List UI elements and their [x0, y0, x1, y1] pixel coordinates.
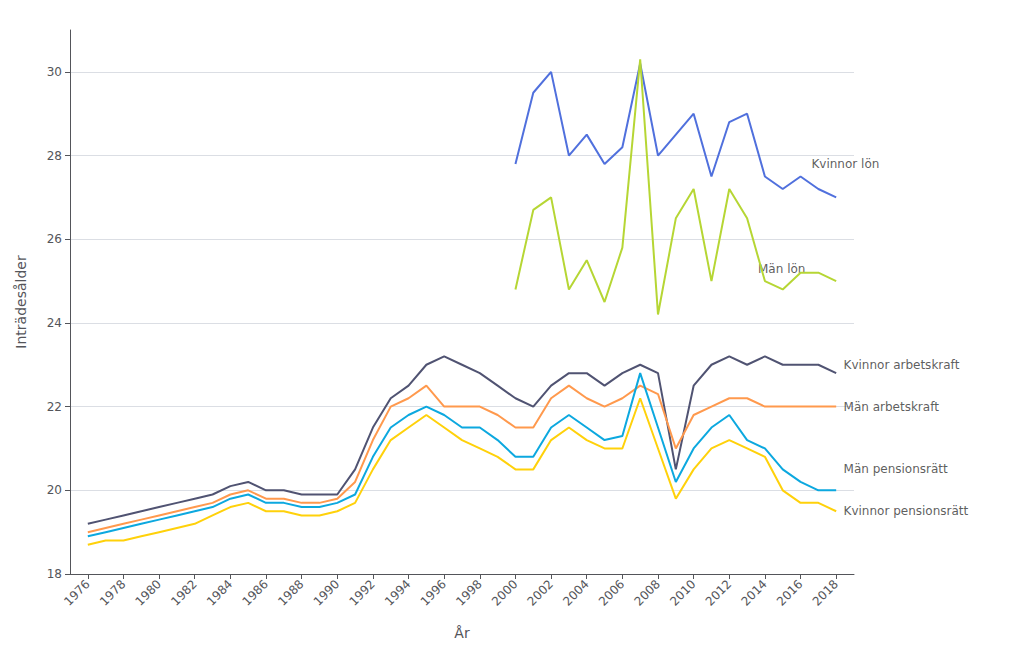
svg-text:1980: 1980 — [133, 577, 164, 608]
svg-text:Män lön: Män lön — [758, 262, 805, 276]
svg-text:1982: 1982 — [168, 577, 199, 608]
svg-text:1986: 1986 — [239, 577, 270, 608]
svg-text:1992: 1992 — [346, 577, 377, 608]
svg-text:1976: 1976 — [61, 577, 92, 608]
svg-text:2010: 2010 — [667, 577, 698, 608]
svg-text:1996: 1996 — [418, 577, 449, 608]
svg-text:2014: 2014 — [738, 577, 769, 608]
svg-text:1998: 1998 — [453, 577, 484, 608]
svg-text:30: 30 — [47, 65, 62, 79]
svg-text:1988: 1988 — [275, 577, 306, 608]
svg-text:20: 20 — [47, 483, 62, 497]
svg-text:Män pensionsrätt: Män pensionsrätt — [844, 462, 949, 476]
svg-text:1978: 1978 — [97, 577, 128, 608]
svg-text:2008: 2008 — [631, 577, 662, 608]
svg-text:2016: 2016 — [774, 577, 805, 608]
svg-text:2006: 2006 — [596, 577, 627, 608]
svg-text:2002: 2002 — [525, 577, 556, 608]
svg-text:28: 28 — [47, 149, 62, 163]
svg-text:26: 26 — [47, 232, 62, 246]
svg-text:1990: 1990 — [311, 577, 342, 608]
svg-text:Kvinnor pensionsrätt: Kvinnor pensionsrätt — [844, 504, 969, 518]
svg-text:Kvinnor lön: Kvinnor lön — [811, 157, 879, 171]
svg-text:2012: 2012 — [703, 577, 734, 608]
svg-text:22: 22 — [47, 400, 62, 414]
svg-text:2000: 2000 — [489, 577, 520, 608]
svg-text:2018: 2018 — [810, 577, 841, 608]
svg-text:Inträdesålder: Inträdesålder — [13, 255, 29, 349]
svg-text:24: 24 — [47, 316, 62, 330]
svg-text:18: 18 — [47, 567, 62, 581]
svg-text:1994: 1994 — [382, 577, 413, 608]
svg-text:1984: 1984 — [204, 577, 235, 608]
svg-text:Kvinnor arbetskraft: Kvinnor arbetskraft — [844, 358, 960, 372]
svg-text:År: År — [454, 625, 470, 641]
svg-text:Män arbetskraft: Män arbetskraft — [844, 400, 940, 414]
svg-text:2004: 2004 — [560, 577, 591, 608]
